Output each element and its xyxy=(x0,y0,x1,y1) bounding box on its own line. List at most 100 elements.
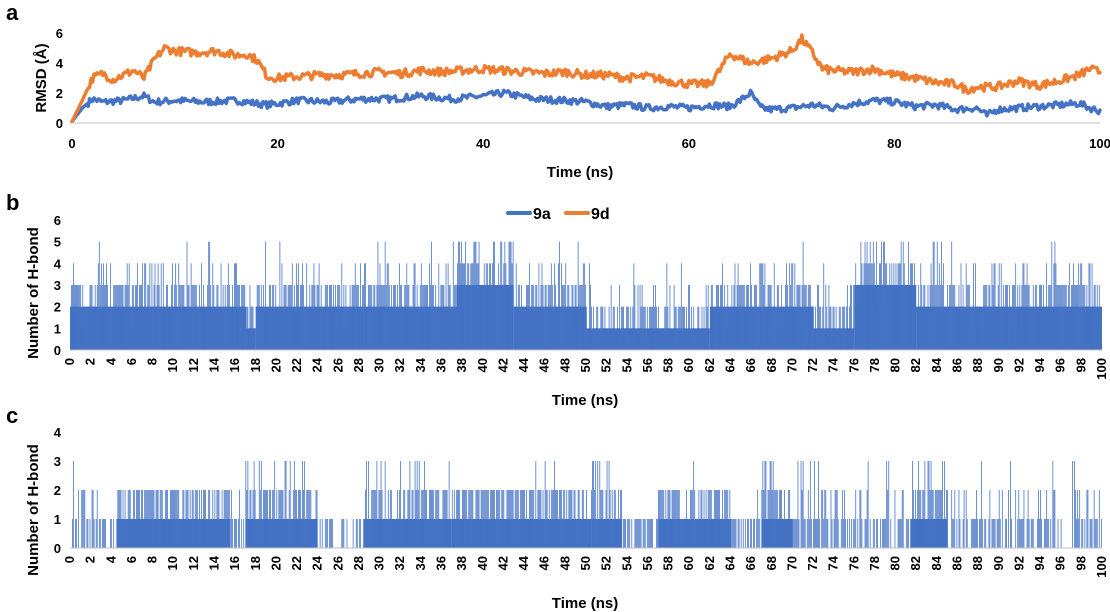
y-tick-label: 6 xyxy=(54,213,61,228)
hbond-bar xyxy=(437,490,439,548)
hbond-bar xyxy=(101,519,103,548)
hbond-bar xyxy=(542,490,544,548)
hbond-bar xyxy=(276,306,278,350)
hbond-bar xyxy=(995,306,997,350)
hbond-bar xyxy=(917,490,919,548)
hbond-bar xyxy=(1057,519,1059,548)
hbond-bar xyxy=(94,285,96,350)
hbond-bar xyxy=(1084,519,1086,548)
hbond-bar xyxy=(223,328,225,350)
hbond-bar xyxy=(367,306,368,350)
hbond-bar xyxy=(485,490,487,548)
hbond-bar xyxy=(931,285,933,350)
hbond-bar xyxy=(992,519,994,548)
x-tick-label: 12 xyxy=(186,556,201,570)
hbond-bar xyxy=(1064,285,1066,350)
hbond-bar xyxy=(851,285,852,350)
hbond-bar xyxy=(247,306,249,350)
hbond-bar xyxy=(613,306,615,350)
hbond-bar xyxy=(828,285,830,350)
hbond-bar xyxy=(126,263,128,350)
hbond-bar xyxy=(538,263,540,350)
hbond-bar xyxy=(601,306,603,350)
hbond-bar xyxy=(346,306,348,350)
hbond-bar xyxy=(1010,306,1011,350)
hbond-bar xyxy=(171,285,172,350)
hbond-bar xyxy=(448,461,450,548)
hbond-bar xyxy=(976,490,977,548)
hbond-bar xyxy=(1048,519,1050,548)
hbond-bar xyxy=(128,490,130,548)
hbond-bar xyxy=(452,241,454,350)
hbond-bar xyxy=(961,306,963,350)
hbond-bar xyxy=(319,306,321,350)
x-tick-label: 80 xyxy=(888,556,903,570)
hbond-bar xyxy=(1039,285,1040,350)
hbond-bar xyxy=(855,490,857,548)
hbond-bar xyxy=(573,490,575,548)
hbond-bar xyxy=(483,490,485,548)
hbond-bar xyxy=(516,306,518,350)
hbond-bar xyxy=(657,328,658,350)
hbond-bar xyxy=(481,285,483,350)
hbond-bar xyxy=(238,285,239,350)
hbond-bar xyxy=(326,519,328,548)
hbond-bar xyxy=(946,306,947,350)
hbond-bar xyxy=(253,461,255,548)
hbond-bar xyxy=(162,519,164,548)
hbond-bar xyxy=(836,328,838,350)
hbond-bar xyxy=(183,285,185,350)
hbond-bar xyxy=(919,306,921,350)
hbond-bar xyxy=(484,285,486,350)
hbond-bar xyxy=(437,306,439,350)
hbond-bar xyxy=(382,519,384,548)
hbond-bar xyxy=(679,306,681,350)
hbond-bar xyxy=(429,490,430,548)
hbond-bar xyxy=(529,263,531,350)
hbond-bar xyxy=(962,285,964,350)
hbond-bar xyxy=(628,306,630,350)
hbond-bar xyxy=(1016,328,1018,350)
hbond-bar xyxy=(628,519,630,548)
hbond-bar xyxy=(252,490,254,548)
hbond-bar xyxy=(919,490,921,548)
hbond-bar xyxy=(606,461,608,548)
hbond-bar xyxy=(614,328,616,350)
hbond-bar xyxy=(132,285,134,350)
hbond-bar xyxy=(712,519,714,548)
hbond-bar xyxy=(638,519,640,548)
hbond-bar xyxy=(200,306,201,350)
hbond-bar xyxy=(89,519,91,548)
hbond-bar xyxy=(803,285,805,350)
hbond-bar xyxy=(157,263,159,350)
hbond-bar xyxy=(573,306,575,350)
hbond-bar xyxy=(130,328,132,350)
hbond-bar xyxy=(324,519,326,548)
hbond-bar xyxy=(769,285,771,350)
hbond-bar xyxy=(330,285,331,350)
hbond-bar xyxy=(987,306,989,350)
hbond-bar xyxy=(698,306,700,350)
hbond-bar xyxy=(580,285,582,350)
hbond-bar xyxy=(788,490,790,548)
hbond-bar xyxy=(358,519,360,548)
hbond-bar xyxy=(603,519,605,548)
hbond-bar xyxy=(506,285,508,350)
hbond-bar xyxy=(866,490,868,548)
hbond-bar xyxy=(505,263,507,350)
x-tick-label: 88 xyxy=(970,556,985,570)
hbond-bar xyxy=(435,285,437,350)
hbond-bar xyxy=(685,328,686,350)
x-tick-label: 84 xyxy=(929,555,944,570)
hbond-bar xyxy=(476,490,478,548)
hbond-bar xyxy=(1074,461,1075,548)
hbond-bar xyxy=(943,519,944,548)
hbond-bar xyxy=(387,263,389,350)
hbond-bar xyxy=(558,263,559,350)
hbond-bar xyxy=(372,490,374,548)
hbond-bar xyxy=(979,519,980,548)
hbond-bar xyxy=(883,241,884,350)
hbond-bar xyxy=(274,306,276,350)
hbond-bar xyxy=(999,519,1001,548)
